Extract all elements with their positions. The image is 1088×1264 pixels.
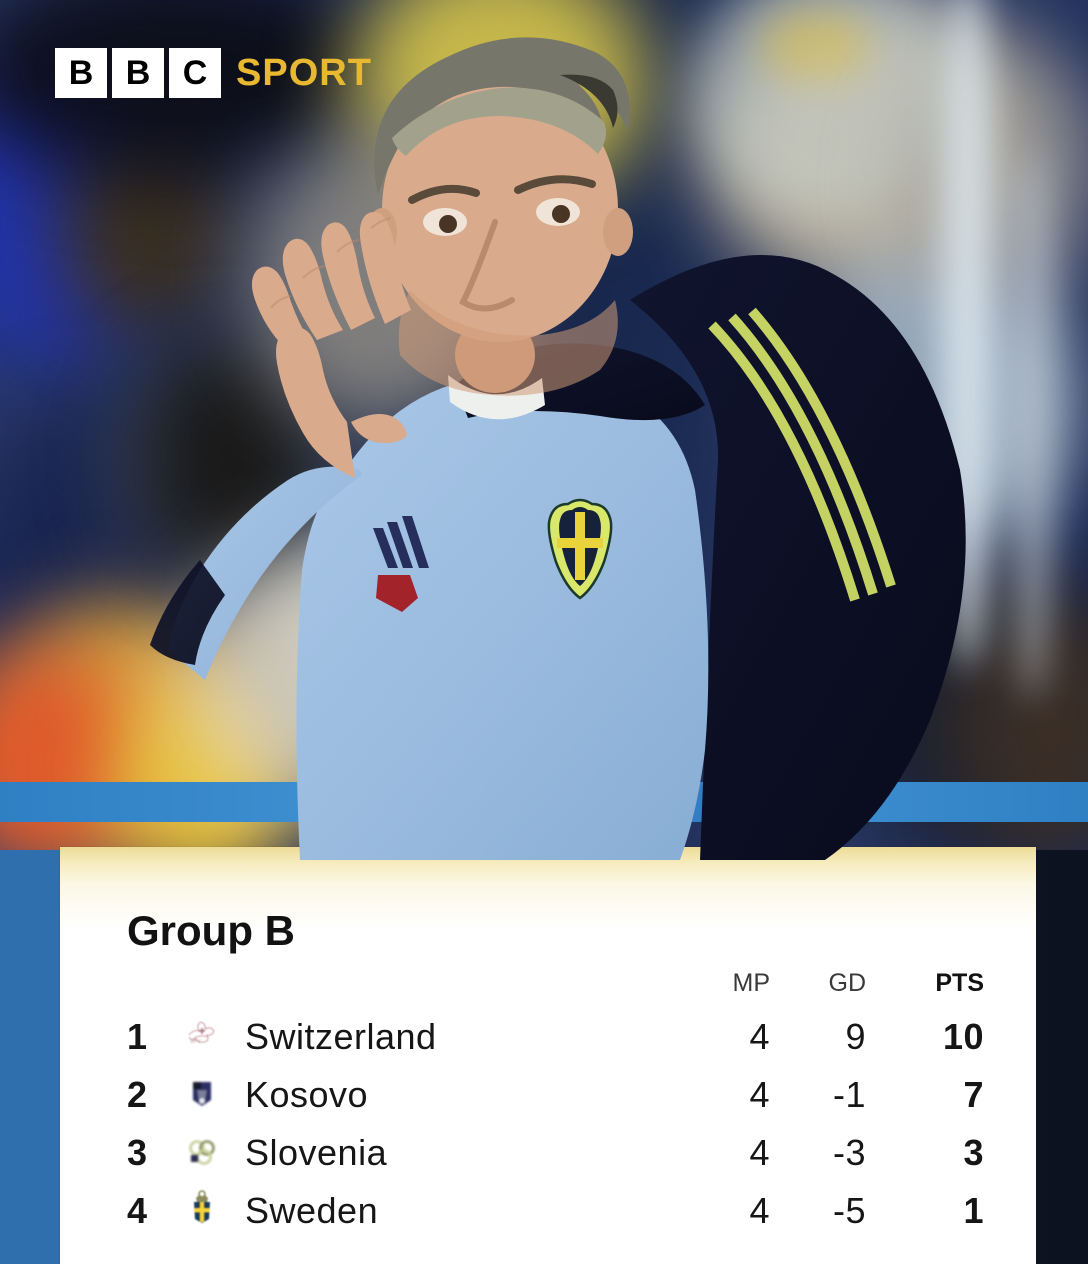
svg-text:SFV: SFV (190, 1039, 201, 1045)
